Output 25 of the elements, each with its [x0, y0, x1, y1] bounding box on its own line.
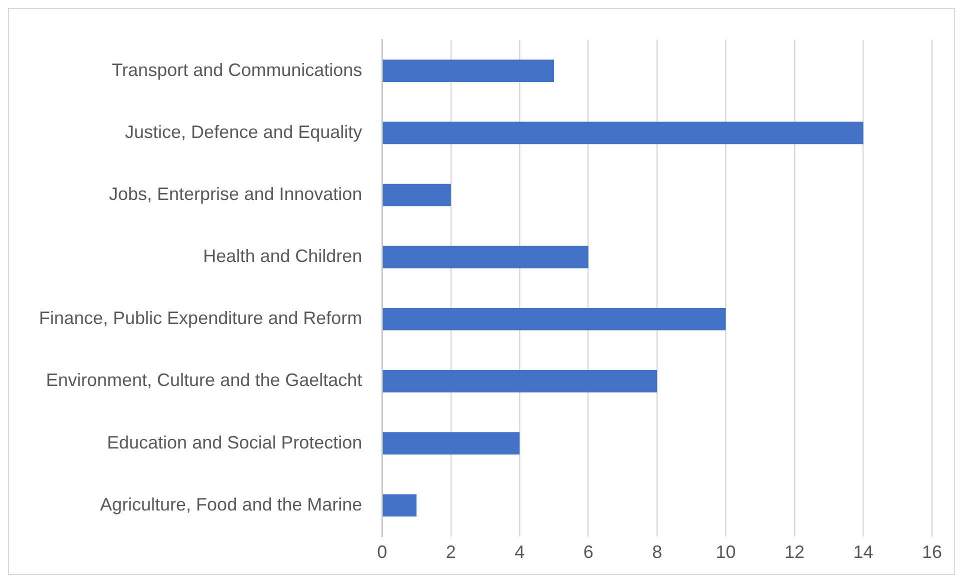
x-tick-label: 16: [922, 542, 942, 562]
x-tick-label: 4: [514, 542, 525, 562]
x-tick-label: 12: [784, 542, 805, 562]
y-tick-label: Transport and Communications: [112, 60, 362, 80]
x-tick-label: 14: [853, 542, 874, 562]
y-tick-label: Finance, Public Expenditure and Reform: [38, 308, 362, 328]
x-tick-label: 10: [716, 542, 736, 562]
bar: [382, 122, 864, 144]
bar: [382, 308, 726, 330]
y-tick-label: Justice, Defence and Equality: [125, 122, 362, 142]
bar: [382, 60, 554, 82]
y-tick-label: Agriculture, Food and the Marine: [100, 494, 362, 514]
bar: [382, 246, 588, 268]
x-tick-label: 2: [446, 542, 456, 562]
y-tick-label: Health and Children: [203, 246, 362, 266]
x-tick-label: 0: [377, 542, 388, 562]
x-tick-label: 8: [652, 542, 662, 562]
bar: [382, 370, 658, 392]
y-tick-label: Environment, Culture and the Gaeltacht: [46, 370, 362, 390]
x-tick-label: 6: [583, 542, 594, 562]
bar: [382, 184, 451, 206]
bar: [382, 432, 520, 454]
bar: [382, 494, 417, 517]
y-tick-label: Jobs, Enterprise and Innovation: [109, 184, 362, 204]
y-tick-label: Education and Social Protection: [107, 432, 362, 452]
